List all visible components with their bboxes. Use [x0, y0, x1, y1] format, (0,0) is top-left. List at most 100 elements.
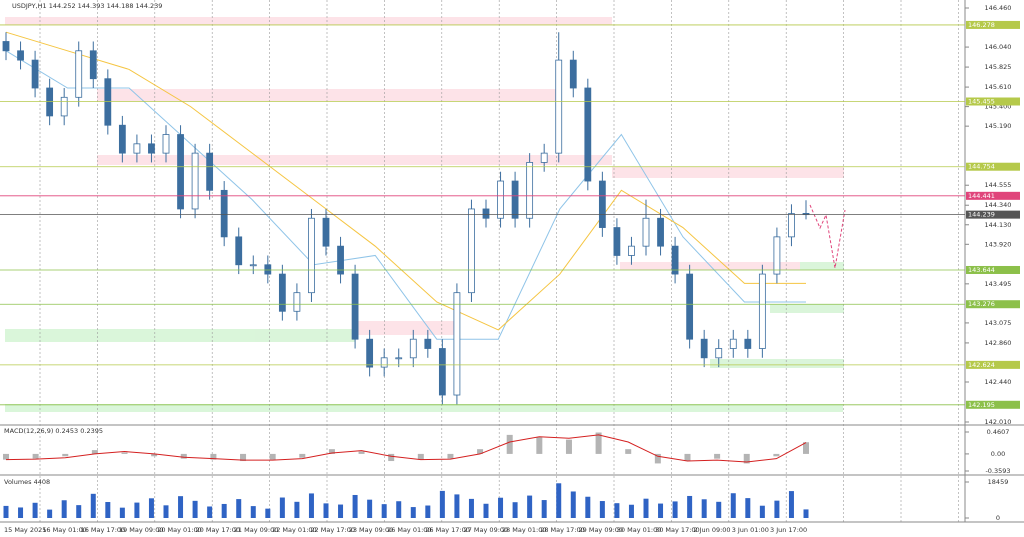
- x-tick-label: 2 Jun 09:00: [693, 526, 730, 534]
- candle-body: [526, 162, 534, 219]
- x-tick-label: 3 Jun 01:00: [732, 526, 769, 534]
- macd-title: MACD(12,26,9) 0.2453 0.2395: [4, 427, 103, 435]
- macd-bar: [388, 453, 395, 462]
- candle-body: [2, 41, 10, 52]
- x-tick-label: 27 May 09:00: [464, 526, 509, 534]
- volume-bar: [352, 494, 358, 518]
- zone: [5, 404, 843, 412]
- volume-bar: [134, 502, 140, 518]
- x-tick-label: 19 May 09:00: [119, 526, 164, 534]
- signal-line: [5, 434, 807, 463]
- candle-body: [758, 273, 766, 349]
- volume-bar: [396, 501, 402, 518]
- macd-bar: [714, 453, 721, 459]
- candle-body: [46, 87, 54, 117]
- volume-bar: [294, 501, 300, 518]
- volume-bar: [512, 502, 518, 518]
- candle-body: [700, 338, 708, 359]
- candle-body: [569, 59, 577, 89]
- macd-bar: [151, 453, 158, 457]
- volume-bar: [745, 498, 751, 518]
- macd-bar: [91, 450, 98, 454]
- candle-body: [31, 59, 39, 89]
- y-tick-label: 145.610: [985, 83, 1012, 91]
- volume-bar: [585, 496, 591, 518]
- candle-body: [424, 338, 432, 349]
- x-tick-label: 16 May 01:00: [42, 526, 87, 534]
- moving-average: [5, 31, 806, 331]
- volume-bar: [570, 491, 576, 518]
- volume-bar: [687, 495, 693, 518]
- volume-bar: [541, 500, 547, 518]
- y-tick-label: 0.4607: [987, 428, 1010, 436]
- volume-bar: [221, 503, 227, 518]
- level-label-bg: [966, 300, 1020, 309]
- zone: [770, 304, 844, 313]
- candle-body: [206, 152, 214, 191]
- volume-bar: [32, 502, 38, 518]
- candle-body: [598, 180, 606, 228]
- y-tick-label: 142.860: [985, 339, 1012, 347]
- candle-body: [89, 50, 97, 80]
- macd-bar: [625, 449, 632, 454]
- volume-bar: [759, 505, 765, 518]
- macd-bar: [32, 453, 39, 459]
- level-label: 144.239: [968, 211, 995, 219]
- candle-body: [613, 227, 621, 256]
- volume-bar: [381, 504, 387, 518]
- volume-bar: [716, 501, 722, 518]
- candle-body: [555, 59, 563, 154]
- y-tick-label: 145.400: [985, 103, 1012, 111]
- volume-bar: [367, 499, 373, 518]
- zone: [97, 89, 557, 101]
- candle-body: [133, 143, 141, 154]
- candle-body: [482, 208, 490, 219]
- volume-bar: [105, 502, 111, 518]
- volume-bar: [207, 506, 213, 518]
- y-tick-label: -0.3593: [985, 467, 1010, 475]
- volume-bar: [119, 507, 125, 518]
- moving-average: [5, 50, 806, 340]
- volume-bar: [192, 500, 198, 518]
- volume-bar: [672, 501, 678, 518]
- volume-bar: [483, 503, 489, 518]
- volume-bar: [439, 490, 445, 518]
- volume-bar: [265, 508, 271, 518]
- volume-bar: [178, 496, 184, 518]
- x-tick-label: 3 Jun 17:00: [770, 526, 807, 534]
- volume-bar: [498, 497, 504, 518]
- x-tick-label: 29 May 09:00: [579, 526, 624, 534]
- y-tick-label: 146.040: [985, 43, 1012, 51]
- volume-bar: [323, 503, 329, 518]
- macd-bar: [684, 453, 691, 462]
- volume-bar: [3, 505, 9, 518]
- volume-bar: [18, 507, 24, 518]
- candle-body: [293, 292, 301, 312]
- volume-bar: [163, 505, 169, 518]
- candle-body: [540, 152, 548, 163]
- vertical-grid: [39, 0, 959, 522]
- candle-body: [511, 180, 519, 219]
- level-label: 143.276: [968, 300, 995, 308]
- macd-bar: [477, 449, 484, 454]
- candle-body: [584, 87, 592, 182]
- candle-body: [60, 96, 68, 117]
- candle-body: [438, 348, 446, 396]
- x-tick-label: 26 May 01:00: [387, 526, 432, 534]
- macd-bar: [121, 452, 128, 454]
- candle-body: [235, 236, 243, 266]
- macd-bar: [743, 453, 750, 464]
- candle-body: [17, 50, 24, 61]
- candle-body: [351, 273, 359, 340]
- macd-bar: [240, 453, 247, 462]
- candle-body: [264, 264, 272, 275]
- candle-body: [671, 245, 679, 275]
- volume-bar: [90, 493, 96, 518]
- candle-body: [788, 213, 795, 238]
- zone: [355, 321, 460, 335]
- candle-body: [468, 208, 475, 294]
- y-tick-label: 18459: [988, 478, 1009, 486]
- level-label-bg: [966, 97, 1020, 106]
- volume-bar: [76, 505, 82, 518]
